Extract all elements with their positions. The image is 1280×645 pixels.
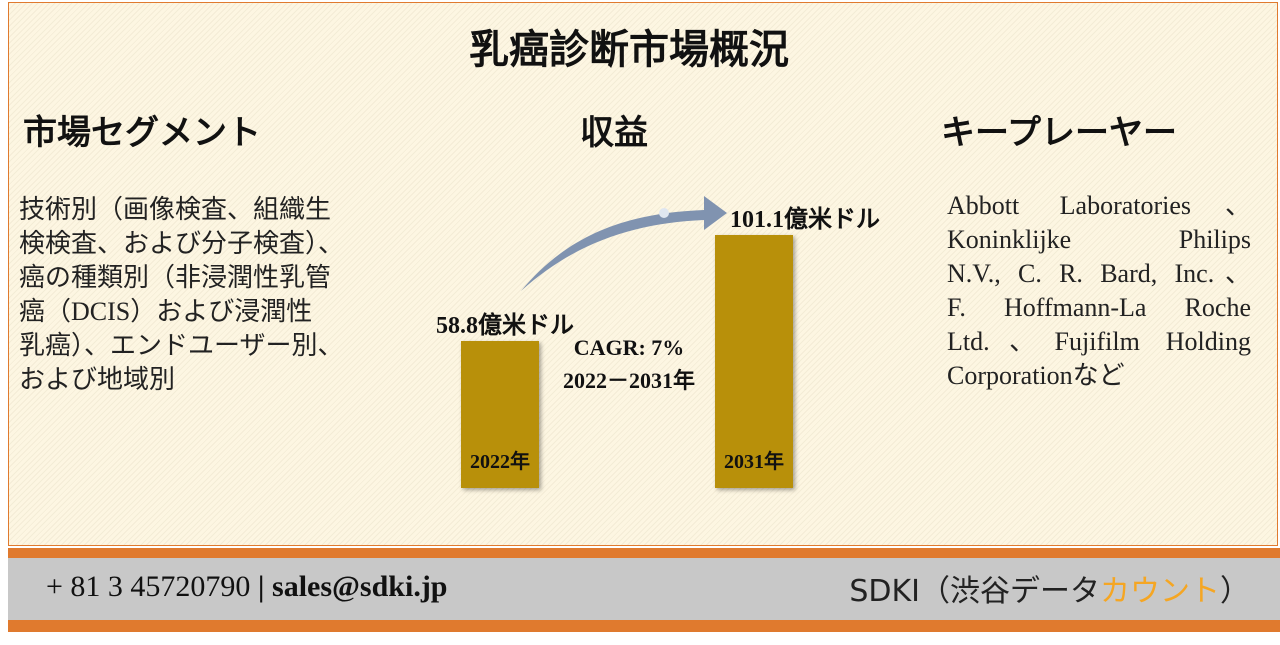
strip [8, 620, 1280, 632]
text-line: 検検査、および分子検査）、 [19, 229, 345, 258]
growth-arrow [521, 196, 727, 291]
revenue-heading: 収益 [580, 115, 648, 152]
players-heading: キープレーヤー [941, 115, 1177, 152]
brand-end: ） [1220, 574, 1250, 609]
arrow [521, 196, 727, 291]
phone: + 81 3 45720790 [46, 570, 251, 603]
arrow-dot [659, 208, 669, 218]
text-line: 癌の種類別（非浸潤性乳管 [19, 263, 332, 292]
text-line: F. Hoffmann-La Roche [947, 293, 1251, 322]
footer: + 81 3 45720790 | sales@sdki.jp SDKI（渋谷デ… [8, 558, 1280, 620]
text-line: および地域別 [19, 365, 176, 394]
value-label: 58.8億米ドル [436, 312, 574, 339]
panel: 乳癌診断市場概況 市場セグメント 収益 キープレーヤー 技術別（画像検査、組織生… [8, 2, 1278, 546]
title: 乳癌診断市場概況 [469, 27, 789, 72]
bar-year: 2022年 [470, 450, 530, 473]
text-line: 技術別（画像検査、組織生 [19, 195, 332, 224]
text-line: 乳癌）、エンドユーザー別、 [19, 331, 344, 360]
segments-text: 技術別（画像検査、組織生 検検査、および分子検査）、 癌の種類別（非浸潤性乳管 癌（D… [19, 193, 389, 397]
bar: 2022年 [461, 340, 539, 488]
text-line: Abbott Laboratories、 [947, 191, 1251, 220]
text-line: 癌（DCIS）および浸潤性 [19, 297, 313, 326]
bar-year: 2031年 [724, 451, 784, 473]
contact: + 81 3 45720790 | sales@sdki.jp [46, 570, 448, 604]
value-label: 101.1億米ドル [730, 207, 880, 233]
text-line: Ltd.、Fujifilm Holding [947, 327, 1251, 356]
brand-text: SDKI（渋谷データ [849, 574, 1100, 609]
text-line: N.V., C. R. Bard, Inc.、 [947, 259, 1251, 288]
brand-highlight: カウント [1100, 574, 1220, 609]
text-line: Corporationなど [947, 361, 1125, 390]
cagr: CAGR: 7% [573, 335, 685, 360]
strip [8, 548, 1280, 558]
players-text: Abbott Laboratories、 Koninklijke Philips N… [947, 189, 1251, 393]
period: 2022－2031年 [562, 368, 695, 393]
bar: 2031年 [715, 235, 793, 488]
email[interactable]: sales@sdki.jp [272, 570, 448, 603]
brand: SDKI（渋谷データカウント） [849, 566, 1250, 610]
separator: | [257, 570, 265, 603]
text-line: Koninklijke Philips [947, 225, 1251, 254]
segments-heading: 市場セグメント [23, 115, 261, 152]
